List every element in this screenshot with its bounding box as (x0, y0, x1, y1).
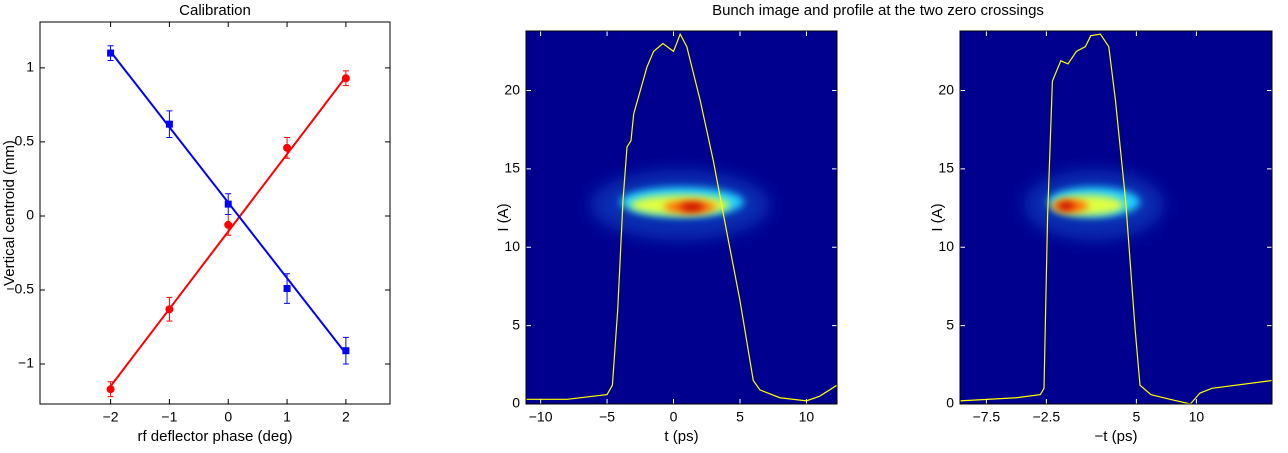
chart-title: Calibration (179, 2, 251, 19)
y-tick-label: −0.5 (6, 281, 34, 297)
y-tick-label: −1 (18, 355, 34, 371)
y-tick-label: 15 (938, 160, 954, 176)
y-tick-label: 15 (504, 160, 520, 176)
marker (165, 120, 173, 128)
y-tick-label: 0 (946, 395, 954, 411)
x-tick-label: −1 (161, 409, 177, 425)
x-tick-label: 1 (283, 409, 291, 425)
axes-box (959, 30, 1273, 405)
marker (107, 49, 115, 57)
y-tick-label: 20 (504, 81, 520, 97)
y-tick-label: 0.5 (15, 133, 35, 149)
y-tick-label: 5 (512, 316, 520, 332)
y-axis-label: Vertical centroid (mm) (1, 140, 18, 286)
chart-title: Bunch image and profile at the two zero … (712, 2, 1044, 19)
marker (224, 200, 232, 208)
x-tick-label: 0 (224, 409, 232, 425)
x-tick-label: −2 (103, 409, 119, 425)
y-axis-label: I (A) (929, 203, 946, 231)
x-axis-label: t (ps) (664, 428, 698, 445)
x-tick-label: −5 (599, 409, 615, 425)
bunch-image (960, 31, 1272, 404)
marker (341, 74, 350, 83)
x-tick-label: −10 (529, 409, 553, 425)
axes-box (39, 21, 391, 405)
marker (224, 220, 233, 229)
marker (342, 347, 350, 355)
x-tick-label: 0 (670, 409, 678, 425)
bunch-image (526, 31, 837, 404)
profile-line (526, 32, 838, 402)
y-tick-label: 0 (26, 207, 34, 223)
y-tick-label: 20 (938, 81, 954, 97)
x-tick-label: 2 (342, 409, 350, 425)
y-axis-label: I (A) (495, 203, 512, 231)
y-tick-label: 1 (26, 59, 34, 75)
x-tick-label: −2.5 (1033, 409, 1061, 425)
marker (165, 305, 174, 314)
y-tick-label: 10 (504, 238, 520, 254)
x-axis-label: rf deflector phase (deg) (137, 428, 292, 445)
y-tick-label: 10 (938, 238, 954, 254)
x-tick-label: −7.5 (973, 409, 1001, 425)
x-tick-label: 10 (799, 409, 815, 425)
profile-line (959, 33, 1273, 405)
marker (106, 385, 115, 394)
axes-box (525, 30, 838, 405)
x-tick-label: 5 (736, 409, 744, 425)
y-tick-label: 5 (946, 316, 954, 332)
x-axis-label: −t (ps) (1095, 428, 1138, 445)
x-tick-label: 5 (1133, 409, 1141, 425)
marker (283, 143, 292, 152)
y-tick-label: 0 (512, 395, 520, 411)
x-tick-label: 10 (1189, 409, 1205, 425)
marker (283, 285, 291, 293)
